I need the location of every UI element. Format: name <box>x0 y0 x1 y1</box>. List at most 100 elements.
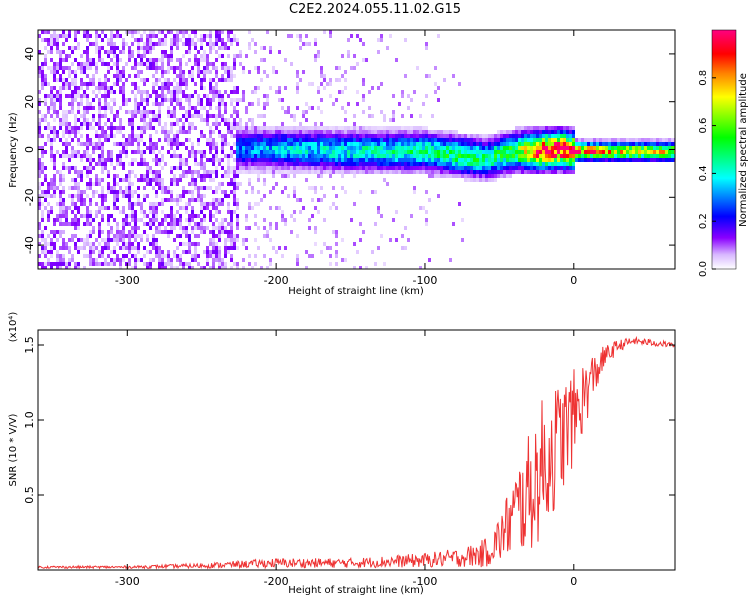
spectrogram-cell <box>368 146 371 150</box>
spectrogram-cell <box>623 150 626 154</box>
spectrogram-cell <box>98 102 101 106</box>
spectrogram-cell <box>128 214 131 218</box>
spectrogram-cell <box>83 66 86 70</box>
spectrogram-cell <box>206 110 209 114</box>
spectrogram-cell <box>380 126 383 130</box>
spectrogram-cell <box>203 78 206 82</box>
spectrogram-cell <box>284 218 287 222</box>
spectrogram-cell <box>173 154 176 158</box>
spectrogram-cell <box>290 134 293 138</box>
spectrogram-cell <box>353 150 356 154</box>
spectrogram-cell <box>245 134 248 138</box>
spectrogram-cell <box>122 134 125 138</box>
spectrogram-cell <box>143 254 146 258</box>
spectrogram-cell <box>50 158 53 162</box>
spectrogram-cell <box>503 162 506 166</box>
spectrogram-cell <box>545 138 548 142</box>
spectrogram-cell <box>443 142 446 146</box>
spectrogram-cell <box>122 98 125 102</box>
spectrogram-cell <box>572 126 575 130</box>
spectrogram-cell <box>263 218 266 222</box>
spectrogram-cell <box>95 178 98 182</box>
spectrogram-cell <box>41 30 44 34</box>
spectrogram-cell <box>71 198 74 202</box>
spectrogram-cell <box>98 206 101 210</box>
spectrogram-cell <box>317 142 320 146</box>
spectrogram-cell <box>101 246 104 250</box>
spectrogram-cell <box>338 154 341 158</box>
spectrogram-cell <box>323 170 326 174</box>
spectrogram-cell <box>353 146 356 150</box>
spectrogram-cell <box>53 218 56 222</box>
spectrogram-cell <box>116 66 119 70</box>
spectrogram-cell <box>155 246 158 250</box>
spectrogram-cell <box>575 142 578 146</box>
spectrogram-cell <box>110 58 113 62</box>
spectrogram-cell <box>482 150 485 154</box>
spectrogram-cell <box>158 118 161 122</box>
spectrogram-cell <box>92 150 95 154</box>
spectrogram-cell <box>65 210 68 214</box>
spectrogram-cell <box>53 118 56 122</box>
spectrogram-cell <box>140 174 143 178</box>
spectrogram-cell <box>344 170 347 174</box>
spectrogram-cell <box>260 142 263 146</box>
spectrogram-cell <box>317 54 320 58</box>
spectrogram-cell <box>485 154 488 158</box>
spectrogram-cell <box>386 130 389 134</box>
spectrogram-cell <box>206 62 209 66</box>
spectrogram-cell <box>89 242 92 246</box>
spectrogram-cell <box>578 158 581 162</box>
spectrogram-cell <box>161 166 164 170</box>
spectrogram-cell <box>296 170 299 174</box>
spectrogram-cell <box>335 158 338 162</box>
spectrogram-cell <box>59 194 62 198</box>
spectrogram-cell <box>233 150 236 154</box>
spectrogram-cell <box>86 58 89 62</box>
spectrogram-cell <box>302 130 305 134</box>
spectrogram-cell <box>185 94 188 98</box>
spectrogram-cell <box>275 222 278 226</box>
spectrogram-cell <box>206 258 209 262</box>
spectrogram-cell <box>359 138 362 142</box>
spectrogram-cell <box>527 134 530 138</box>
spectrogram-cell <box>122 234 125 238</box>
spectrogram-cell <box>164 122 167 126</box>
spectrogram-cell <box>230 254 233 258</box>
spectrogram-cell <box>434 142 437 146</box>
spectrogram-cell <box>428 134 431 138</box>
spectrogram-cell <box>110 46 113 50</box>
spectrogram-cell <box>242 242 245 246</box>
spectrogram-cell <box>149 266 152 269</box>
spectrogram-cell <box>248 254 251 258</box>
spectrogram-cell <box>203 118 206 122</box>
spectrogram-cell <box>257 158 260 162</box>
spectrogram-cell <box>494 158 497 162</box>
spectrogram-cell <box>53 38 56 42</box>
spectrogram-cell <box>281 154 284 158</box>
spectrogram-cell <box>365 170 368 174</box>
spectrogram-cell <box>320 170 323 174</box>
spectrogram-cell <box>47 106 50 110</box>
spectrogram-cell <box>527 126 530 130</box>
spectrogram-cell <box>194 126 197 130</box>
spectrogram-cell <box>470 162 473 166</box>
spectrogram-cell <box>227 222 230 226</box>
spectrogram-cell <box>50 242 53 246</box>
spectrogram-cell <box>215 122 218 126</box>
spectrogram-cell <box>182 206 185 210</box>
spectrogram-cell <box>128 206 131 210</box>
spectrogram-cell <box>635 150 638 154</box>
spectrogram-cell <box>284 186 287 190</box>
spectrogram-cell <box>218 250 221 254</box>
spectrogram-cell <box>275 250 278 254</box>
spectrogram-cell <box>671 154 674 158</box>
spectrogram-cell <box>161 126 164 130</box>
spectrogram-cell <box>164 214 167 218</box>
spectrogram-cell <box>104 158 107 162</box>
spectrogram-cell <box>419 142 422 146</box>
spectrogram-cell <box>170 218 173 222</box>
spectrogram-cell <box>530 130 533 134</box>
spectrogram-cell <box>347 170 350 174</box>
spectrogram-cell <box>149 226 152 230</box>
